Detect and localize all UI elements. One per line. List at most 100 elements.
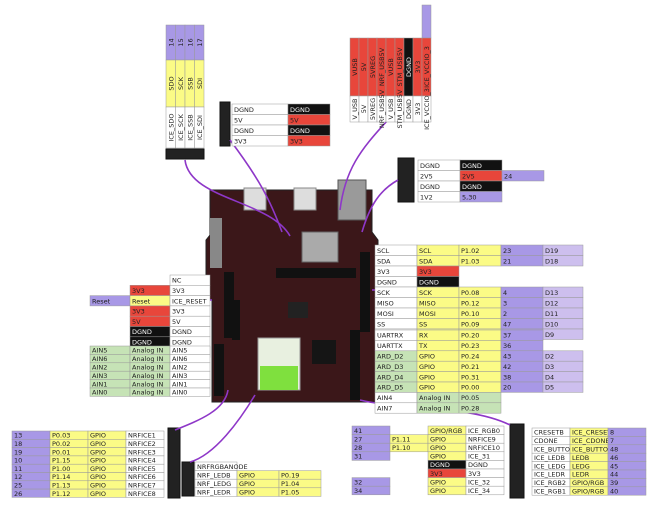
pin-label: 5VREG	[369, 56, 377, 78]
pin-label: GPIO	[90, 490, 106, 498]
pin-label: 28	[354, 444, 362, 452]
pin-label: ICE_RESET	[172, 297, 207, 305]
pin-cell	[194, 106, 205, 149]
pin-label: GPIO	[90, 465, 106, 473]
pin-label: P0.12	[461, 299, 479, 307]
pin-label: D2	[545, 353, 554, 361]
pin-label: D4	[545, 373, 554, 381]
pin-label: AIN3	[92, 372, 107, 380]
pin-label: ICE_BUTTON	[572, 446, 613, 454]
pin-label: 42	[503, 363, 511, 371]
pin-label: 21	[503, 257, 511, 265]
pin-label: 3V3	[414, 61, 422, 74]
pin-label: NRF_USB5V	[378, 89, 386, 128]
pin-label: NRFICE5	[128, 465, 156, 473]
pin-label: DGND	[420, 162, 440, 170]
pin-label: NRFICE3	[128, 448, 156, 456]
pin-label: GPIO	[430, 478, 446, 486]
pin-label: ARD_D4	[377, 373, 403, 381]
pin-label: P0.24	[461, 353, 479, 361]
pin-label: 3V3	[172, 287, 185, 295]
pin-label-group: VUSBV_USB5V5V5VREG5VREGNRF_USB5VNRF_USB5…	[349, 4, 432, 130]
pin-label: NRF_LEDB	[197, 471, 231, 479]
pin-label-group: DGND DGND 5V 5V DGND DGND 3V3 3V3	[231, 103, 331, 147]
pin-label: 18	[14, 440, 22, 448]
pin-label: NRFICE8	[128, 490, 156, 498]
pin-label: NRF_LEDG	[197, 480, 231, 488]
pin-label: LEDB	[572, 454, 589, 462]
pin-label: 12	[14, 473, 22, 481]
pin-label-group: UARTRX RX P0.20 37 UARTTX TX P0.23 36 ARD_D2 GPIO…	[374, 329, 584, 414]
pin-label: AIN2	[92, 364, 107, 372]
pin-label: SCK	[177, 76, 185, 90]
pin-label: AIN7	[377, 405, 392, 413]
pin-label: D3	[545, 363, 554, 371]
pin-label: ICE_LEDR	[534, 471, 566, 479]
pin-label: DGND	[172, 328, 192, 336]
pin-label: GPIO	[430, 453, 446, 461]
pin-label: 23	[503, 247, 511, 255]
pin-cell	[421, 95, 432, 123]
pin-label: 20	[503, 384, 511, 392]
pin-label: LEDR	[572, 471, 590, 479]
pin-label: 10	[14, 457, 22, 465]
pin-label: ICE_CDONE	[572, 437, 609, 445]
pin-label: VUSB	[351, 58, 359, 76]
pin-label: Analog IN	[132, 380, 163, 388]
pin-label: 19	[14, 448, 22, 456]
pin-label: ICE_RGB2	[534, 479, 566, 487]
pin-label-group: 14 SDO ICE_SDO 15 SCK ICE_SCK 16 SSB ICE_SSB 17 SD…	[165, 24, 205, 149]
pin-cell	[500, 297, 544, 309]
pin-label: ICE_31	[468, 453, 490, 461]
pin-label: V_USB	[351, 98, 359, 119]
pin-label: DGND	[234, 106, 254, 114]
pin-label: 39	[610, 479, 618, 487]
pin-cell	[542, 381, 584, 393]
pin-label: SS	[377, 320, 385, 328]
pin-label: GPIO	[419, 373, 435, 381]
pin-label: NC	[172, 277, 182, 285]
pin-label: GPIO	[90, 440, 106, 448]
pin-label-group: 41 GPIO/RGB ICE_RGB0 27 P1.11 GPIO NRFICE9 28 P1…	[351, 425, 505, 496]
pin-label: ICE_SSB	[186, 114, 194, 141]
pin-label-group: DGND DGND 2V5 2V5 24 DGND DGND 1V2 5,30	[417, 159, 545, 203]
pin-label: AIN1	[172, 380, 187, 388]
pin-label: ICE_BUTTON	[534, 446, 575, 454]
pin-label: 3V3	[172, 308, 185, 316]
pin-label: AIN1	[92, 380, 107, 388]
pin-cell	[351, 485, 391, 496]
pin-label: SCK	[419, 289, 433, 297]
pin-label: V_USB	[387, 98, 395, 119]
pin-label: P0.10	[461, 310, 479, 318]
pin-label: 8	[610, 429, 614, 437]
pin-label: 3V3	[290, 137, 303, 145]
pin-label: ARD_D3	[377, 363, 403, 371]
pin-label: 3V3	[414, 103, 422, 116]
pin-label: GPIO	[419, 363, 435, 371]
pin-label: DGND	[405, 99, 413, 119]
pin-label: SDI	[196, 78, 204, 89]
pin-label: 2V5	[462, 172, 475, 180]
pin-label: Analog IN	[132, 364, 163, 372]
pin-label: Analog IN	[419, 394, 450, 402]
pin-label: P0.28	[461, 405, 479, 413]
pin-label: MOSI	[419, 310, 436, 318]
pin-cell	[500, 286, 544, 298]
pin-label: DGND	[420, 183, 440, 191]
pin-label: DGND	[132, 338, 152, 346]
pin-label: 31	[354, 453, 362, 461]
pin-label: ARD_D5	[377, 384, 403, 392]
pin-label: ICE_RGB0	[468, 427, 500, 435]
pin-label: 14	[167, 38, 175, 46]
pin-label: DGND	[132, 328, 152, 336]
pin-label: NRFICE2	[128, 440, 156, 448]
pin-label: GPIO	[90, 457, 106, 465]
pin-label: TX	[418, 342, 428, 350]
pin-label: P1.04	[281, 480, 299, 488]
pin-label: 47	[503, 320, 511, 328]
pin-label: 17	[196, 38, 204, 46]
pin-label: GPIO	[90, 473, 106, 481]
